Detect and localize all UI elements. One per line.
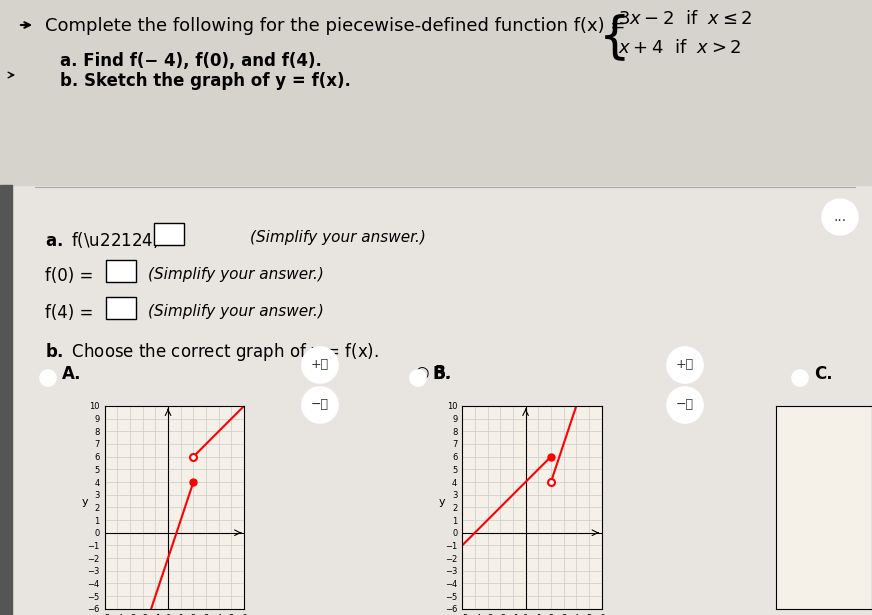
Text: f(4) =: f(4) = <box>45 304 93 322</box>
Circle shape <box>667 387 703 423</box>
Circle shape <box>792 370 808 386</box>
Text: +🔍: +🔍 <box>676 359 694 371</box>
Text: ...: ... <box>834 210 847 224</box>
Y-axis label: y: y <box>81 498 88 507</box>
Bar <box>0 0 872 185</box>
Text: +🔍: +🔍 <box>311 359 329 371</box>
Text: (Simplify your answer.): (Simplify your answer.) <box>148 267 324 282</box>
Text: −🔍: −🔍 <box>311 399 329 411</box>
Text: (Simplify your answer.): (Simplify your answer.) <box>250 230 426 245</box>
Circle shape <box>302 347 338 383</box>
Text: $\{$: $\{$ <box>598 12 625 63</box>
Circle shape <box>410 370 426 386</box>
FancyBboxPatch shape <box>106 297 136 319</box>
Circle shape <box>822 199 858 235</box>
Text: $x + 4$  if  $x > 2$: $x + 4$ if $x > 2$ <box>618 39 741 57</box>
FancyBboxPatch shape <box>154 223 184 245</box>
Text: b. Sketch the graph of y = f(x).: b. Sketch the graph of y = f(x). <box>60 72 351 90</box>
Text: (Simplify your answer.): (Simplify your answer.) <box>148 304 324 319</box>
Text: C.: C. <box>814 365 833 383</box>
Text: f(0) =: f(0) = <box>45 267 93 285</box>
Text: A.: A. <box>62 365 81 383</box>
Circle shape <box>302 387 338 423</box>
Text: a. Find f(− 4), f(0), and f(4).: a. Find f(− 4), f(0), and f(4). <box>60 52 322 70</box>
Text: Complete the following for the piecewise-defined function f(x) =: Complete the following for the piecewise… <box>45 17 625 35</box>
Text: ○ B.: ○ B. <box>415 364 452 382</box>
Bar <box>0 185 12 615</box>
Circle shape <box>667 347 703 383</box>
Text: −🔍: −🔍 <box>676 399 694 411</box>
Y-axis label: y: y <box>439 498 446 507</box>
FancyBboxPatch shape <box>106 260 136 282</box>
Text: $\mathbf{b.}$ Choose the correct graph of y = f(x).: $\mathbf{b.}$ Choose the correct graph o… <box>45 341 379 363</box>
Text: $\mathbf{a.}$ f(\u22124) =: $\mathbf{a.}$ f(\u22124) = <box>45 230 178 250</box>
Circle shape <box>40 370 56 386</box>
Text: $3x - 2$  if  $x \leq 2$: $3x - 2$ if $x \leq 2$ <box>618 10 753 28</box>
Text: B.: B. <box>432 365 451 383</box>
